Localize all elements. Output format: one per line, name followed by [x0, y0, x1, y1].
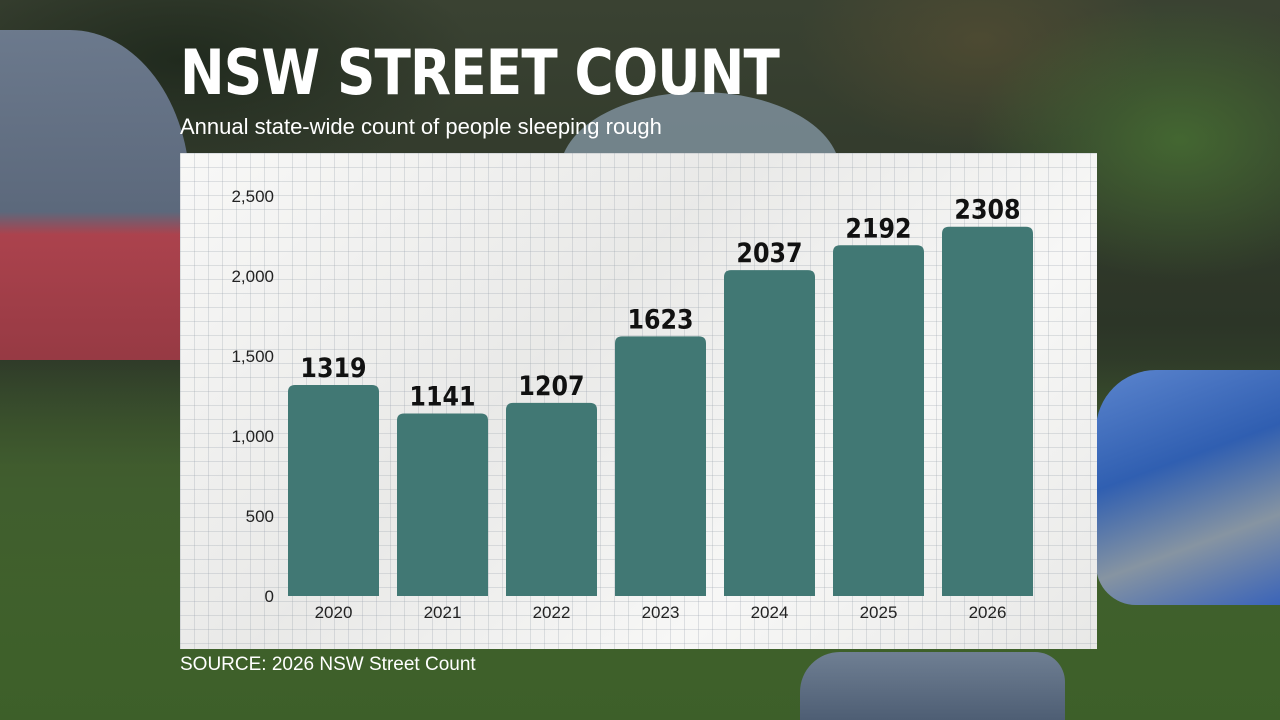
data-label: 1207: [518, 369, 584, 401]
x-tick-label: 2023: [642, 603, 680, 622]
data-label: 1141: [409, 380, 475, 412]
bar-2025: [833, 245, 924, 596]
bar-2022: [506, 402, 597, 596]
y-tick-label: 500: [246, 507, 274, 526]
bar-2023: [615, 336, 706, 596]
x-tick-label: 2026: [969, 603, 1007, 622]
chart-title: NSW STREET COUNT: [180, 36, 780, 109]
x-tick-label: 2022: [533, 603, 571, 622]
bar-2024: [724, 270, 815, 596]
tarp-image-right: [1096, 370, 1280, 605]
bar-2021: [397, 413, 488, 596]
data-label: 2308: [954, 193, 1020, 225]
chart-subtitle: Annual state-wide count of people sleepi…: [180, 114, 662, 139]
y-tick-label: 2,000: [231, 267, 274, 286]
x-tick-label: 2021: [424, 603, 462, 622]
data-label: 2037: [736, 237, 802, 269]
chart-panel: 0 500 1,000 1,500 2,000 2,500 1319 2020 1141 2021…: [180, 153, 1097, 649]
x-tick-label: 2025: [860, 603, 898, 622]
y-tick-label: 1,000: [231, 427, 274, 446]
source-note: SOURCE: 2026 NSW Street Count: [180, 654, 476, 675]
y-tick-label: 2,500: [231, 187, 274, 206]
bar-2020: [288, 384, 379, 596]
tent-image-left: [0, 30, 190, 360]
y-tick-label: 0: [265, 587, 274, 606]
x-tick-label: 2020: [315, 603, 353, 622]
x-tick-label: 2024: [751, 603, 789, 622]
data-label: 1319: [300, 351, 366, 383]
tarp-image-bottom: [800, 652, 1065, 720]
bar-2026: [942, 226, 1033, 596]
data-label: 2192: [845, 212, 911, 244]
bar-chart: 0 500 1,000 1,500 2,000 2,500 1319 2020 1141 2021…: [231, 187, 1033, 622]
data-label: 1623: [627, 303, 693, 335]
y-tick-label: 1,500: [231, 347, 274, 366]
